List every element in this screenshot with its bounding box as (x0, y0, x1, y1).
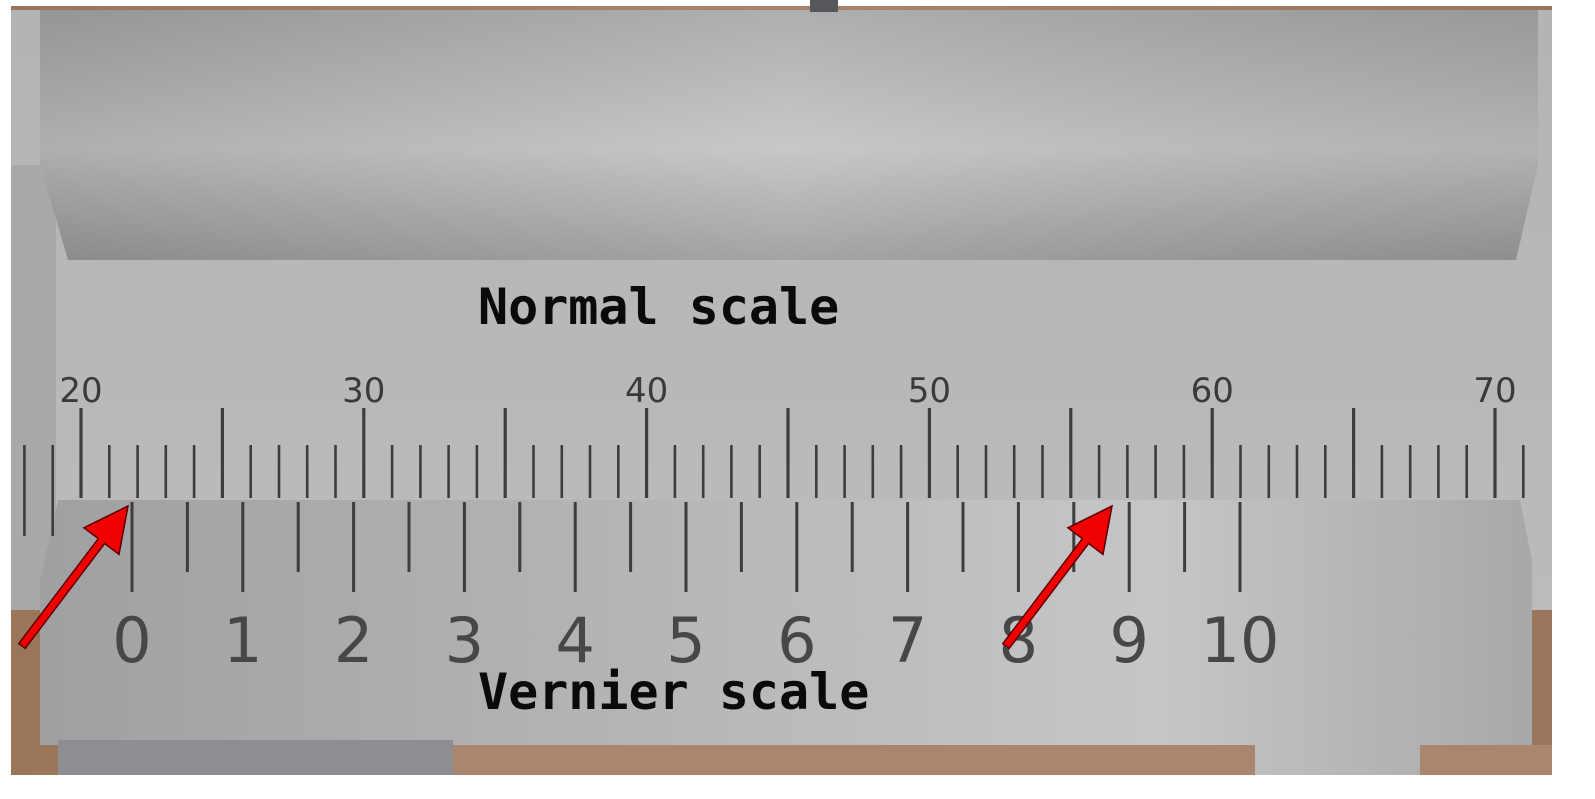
main-scale-number: 60 (1191, 371, 1234, 411)
vernier-plate-lower-mid (453, 745, 1255, 775)
main-scale-number: 40 (625, 371, 668, 411)
vernier-scale-number: 4 (555, 604, 594, 677)
vernier-scale-number: 0 (112, 604, 151, 677)
vernier-scale-ticks (130, 502, 1242, 592)
main-scale-number: 50 (908, 371, 951, 411)
vernier-plate-lower-left (58, 740, 453, 775)
vernier-plate (40, 500, 1532, 775)
main-scale-numbers: 20 30 40 50 60 70 (59, 371, 1516, 411)
main-scale-number: 70 (1473, 371, 1516, 411)
coincidence-arrow (1001, 504, 1114, 650)
vernier-scale-number: 3 (445, 604, 484, 677)
top-bar-sheen (40, 10, 1538, 260)
vernier-plate-lower-right (1420, 745, 1552, 775)
vernier-scale-number: 7 (888, 604, 927, 677)
vernier-scale-number: 5 (666, 604, 705, 677)
left-edge-shade (11, 165, 56, 610)
vernier-scale-number: 9 (1109, 604, 1148, 677)
main-scale-number: 30 (342, 371, 385, 411)
main-scale-number: 20 (59, 371, 102, 411)
vernier-scale-label: Vernier scale (478, 663, 869, 721)
main-scale-ticks (23, 408, 1525, 536)
zero-alignment-arrow (17, 504, 130, 650)
vernier-scale-number: 10 (1201, 604, 1280, 677)
vernier-scale-number: 1 (223, 604, 262, 677)
top-knob (810, 0, 838, 12)
arrows (17, 504, 1114, 650)
vernier-scale-number: 2 (334, 604, 373, 677)
normal-scale-label: Normal scale (478, 278, 839, 336)
vernier-scale-number: 6 (777, 604, 816, 677)
